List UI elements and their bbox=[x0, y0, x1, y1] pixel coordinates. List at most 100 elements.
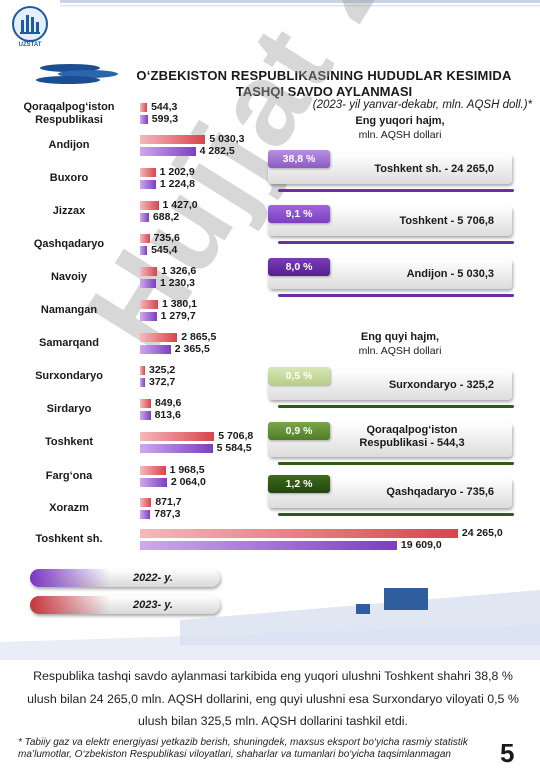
bottom-card-1-underline bbox=[278, 405, 514, 408]
bar-2023 bbox=[140, 168, 156, 177]
logo-label: UZSTAT bbox=[18, 42, 42, 48]
region-label: Surxondaryo bbox=[35, 370, 103, 382]
bar-2022-value-label: 787,3 bbox=[154, 508, 181, 520]
bottom-card-2-percent: 0,9 % bbox=[268, 422, 330, 440]
bar-2022-value-label: 1 224,8 bbox=[159, 178, 195, 190]
bar-2023-value-label: 325,2 bbox=[149, 364, 176, 376]
bar-2023 bbox=[140, 267, 158, 276]
bar-2023 bbox=[140, 366, 145, 375]
bar-2022-value-label: 372,7 bbox=[149, 376, 176, 388]
bottom-decoration bbox=[0, 588, 540, 660]
page-number: 5 bbox=[500, 738, 515, 768]
bar-2022 bbox=[140, 312, 157, 321]
top-panel-unit: mln. AQSH dollari bbox=[358, 129, 442, 141]
bar-2022 bbox=[140, 510, 151, 519]
bar-2023-value-label: 2 865,5 bbox=[181, 331, 217, 343]
bottom-card-2-label: Qoraqalpog‘iston Respublikasi - 544,3 bbox=[330, 424, 494, 450]
top-card-3-label: Andijon - 5 030,3 bbox=[406, 268, 494, 280]
bar-2023-value-label: 849,6 bbox=[155, 397, 182, 409]
bottom-card-3-underline bbox=[278, 513, 514, 516]
top-card-1-underline bbox=[278, 189, 514, 192]
region-label: Samarqand bbox=[39, 337, 99, 349]
bottom-card-2-label-line1: Qoraqalpog‘iston bbox=[366, 424, 458, 436]
region-label: Andijon bbox=[48, 139, 90, 151]
bottom-panel-heading: Eng quyi hajm, mln. AQSH dollari bbox=[330, 330, 470, 358]
page-title-line2: TASHQI SAVDO AYLANMASI bbox=[235, 84, 413, 99]
bar-2022-value-label: 688,2 bbox=[152, 211, 180, 223]
bar-2022 bbox=[140, 411, 151, 420]
top-panel-heading: Eng yuqori hajm, mln. AQSH dollari bbox=[330, 114, 470, 142]
bar-2022-value-label: 545,4 bbox=[151, 244, 178, 256]
bottom-card-2-underline bbox=[278, 462, 514, 465]
bar-2023 bbox=[140, 300, 158, 309]
bar-2022 bbox=[140, 147, 196, 156]
bar-2023 bbox=[140, 399, 152, 408]
bar-2023 bbox=[140, 466, 166, 475]
header-decoration bbox=[60, 0, 540, 7]
top-card-1-percent: 38,8 % bbox=[268, 150, 330, 168]
bar-2022 bbox=[140, 246, 148, 255]
top-card-2-label: Toshkent - 5 706,8 bbox=[399, 215, 494, 227]
page-subtitle: (2023- yil yanvar-dekabr, mln. AQSH doll… bbox=[312, 99, 532, 111]
legend-2023-label: 2023- y. bbox=[133, 599, 173, 611]
summary-text: Respublika tashqi savdo aylanmasi tarkib… bbox=[27, 669, 519, 728]
region-label: Farg‘ona bbox=[45, 470, 93, 482]
bar-2023-value-label: 1 326,6 bbox=[161, 265, 197, 277]
page-title-line1: O‘ZBEKISTON RESPUBLIKASINING HUDUDLAR KE… bbox=[136, 68, 512, 83]
bar-2023 bbox=[140, 234, 150, 243]
region-label: Xorazm bbox=[49, 502, 89, 514]
bar-2023-value-label: 544,3 bbox=[151, 101, 178, 113]
legend-2022-swatch bbox=[30, 569, 110, 587]
bar-2023-value-label: 871,7 bbox=[155, 496, 182, 508]
bar-2022-value-label: 2 365,5 bbox=[174, 343, 210, 355]
bar-2023-value-label: 735,6 bbox=[153, 232, 180, 244]
bottom-card-1-percent: 0,5 % bbox=[268, 367, 330, 385]
bar-2023 bbox=[140, 103, 148, 112]
bar-2022 bbox=[140, 378, 145, 387]
bar-2023-value-label: 5 030,3 bbox=[209, 133, 245, 145]
bar-2023-value-label: 24 265,0 bbox=[461, 527, 503, 539]
bar-2022-value-label: 2 064,0 bbox=[170, 476, 206, 488]
bar-2023 bbox=[140, 498, 152, 507]
region-label: Toshkent bbox=[44, 436, 94, 448]
top-card-1-label: Toshkent sh. - 24 265,0 bbox=[374, 163, 494, 175]
bar-2023-value-label: 1 427,0 bbox=[162, 199, 198, 211]
region-label: Namangan bbox=[40, 304, 98, 316]
top-card-3-underline bbox=[278, 294, 514, 297]
bar-2022 bbox=[140, 279, 156, 288]
bar-2023-value-label: 5 706,8 bbox=[218, 430, 254, 442]
bar-2022 bbox=[140, 180, 156, 189]
bar-2022 bbox=[140, 115, 148, 124]
legend-2022-label: 2022- y. bbox=[133, 572, 173, 584]
bar-2023 bbox=[140, 529, 458, 538]
bar-2023 bbox=[140, 135, 206, 144]
bar-2022 bbox=[140, 478, 167, 487]
bottom-card-3-label: Qashqadaryo - 735,6 bbox=[386, 486, 494, 498]
region-label: Qashqadaryo bbox=[33, 238, 105, 250]
bar-2022 bbox=[140, 541, 397, 550]
top-card-2-underline bbox=[278, 241, 514, 244]
bar-2022-value-label: 599,3 bbox=[151, 113, 179, 125]
bar-2022-value-label: 1 230,3 bbox=[159, 277, 196, 289]
region-label: Navoiy bbox=[50, 271, 88, 283]
bottom-card-1-label: Surxondaryo - 325,2 bbox=[388, 379, 494, 391]
bar-2023 bbox=[140, 333, 178, 342]
map-emblem-icon bbox=[36, 64, 118, 84]
bar-2022-value-label: 813,6 bbox=[154, 409, 181, 421]
bottom-panel-title: Eng quyi hajm, bbox=[360, 331, 440, 343]
bar-2022-value-label: 5 584,5 bbox=[216, 442, 252, 454]
top-card-3-percent: 8,0 % bbox=[268, 258, 330, 276]
region-label: Sirdaryo bbox=[46, 403, 92, 415]
bar-2022 bbox=[140, 345, 171, 354]
region-label: Buxoro bbox=[49, 172, 89, 184]
bar-2022 bbox=[140, 444, 213, 453]
bar-2023 bbox=[140, 432, 215, 441]
bar-2022-value-label: 19 609,0 bbox=[400, 539, 442, 551]
region-label: Toshkent sh. bbox=[35, 533, 103, 545]
bar-2022 bbox=[140, 213, 149, 222]
bottom-card-3-percent: 1,2 % bbox=[268, 475, 330, 493]
region-label: Jizzax bbox=[52, 205, 86, 217]
bottom-panel-unit: mln. AQSH dollari bbox=[358, 345, 442, 357]
uzstat-logo bbox=[12, 6, 48, 42]
bar-2023 bbox=[140, 201, 159, 210]
